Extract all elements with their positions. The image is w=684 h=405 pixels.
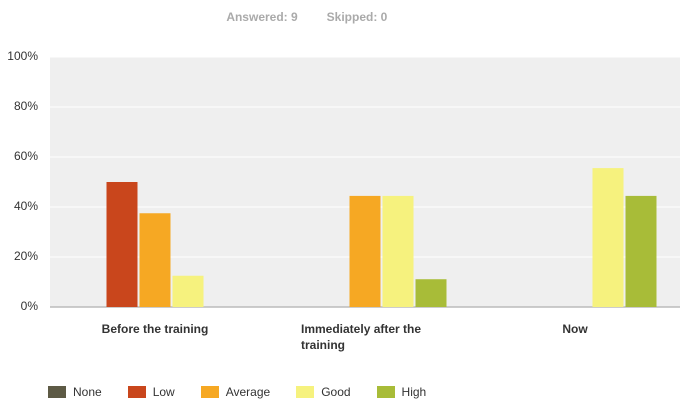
bar [349, 195, 381, 307]
bar [625, 195, 657, 307]
y-tick-label: 60% [14, 149, 38, 163]
x-tick-label: Before the training [101, 322, 209, 336]
legend-swatch [296, 386, 315, 398]
y-tick-label: 20% [14, 249, 38, 263]
skipped: Skipped: 0 [327, 10, 388, 24]
legend-item: High [376, 385, 427, 399]
legend-swatch [376, 386, 395, 398]
legend-item: Low [127, 385, 175, 399]
legend-item: Average [200, 385, 271, 399]
bar [172, 275, 204, 307]
legend-label: Average [225, 385, 271, 399]
legend-label: None [73, 385, 102, 399]
bar [592, 168, 624, 307]
answered: Answered: 9 [226, 10, 298, 24]
legend-label: High [401, 385, 427, 399]
bar [382, 195, 414, 307]
x-tick-label: Immediately after the training [301, 322, 422, 352]
x-tick-label: Now [562, 322, 588, 336]
y-tick-label: 100% [7, 49, 38, 63]
y-tick-label: 40% [14, 199, 38, 213]
y-tick-label: 0% [21, 299, 39, 313]
bar [415, 279, 447, 307]
legend-swatch [200, 386, 219, 398]
legend-label: Good [321, 385, 351, 399]
legend-label: Low [152, 385, 175, 399]
legend-swatch [48, 386, 66, 398]
bar [139, 213, 171, 307]
y-tick-label: 80% [14, 99, 38, 113]
legend: None Low Average Good High [48, 385, 452, 399]
legend-swatch [127, 386, 146, 398]
bar [106, 182, 138, 307]
legend-item: None [48, 385, 102, 399]
legend-item: Good [296, 385, 351, 399]
